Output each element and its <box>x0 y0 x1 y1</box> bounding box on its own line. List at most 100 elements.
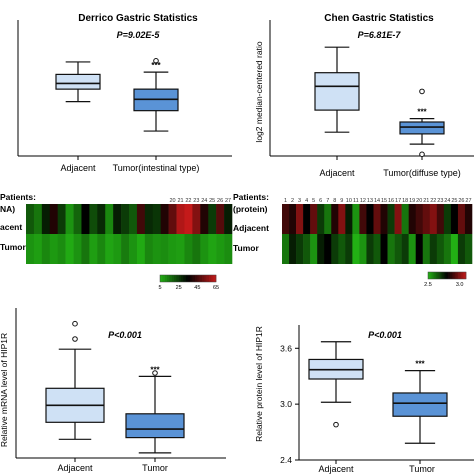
heatmap-cell <box>65 234 74 264</box>
box-iqr <box>399 121 445 135</box>
heatmap-cell <box>224 204 233 234</box>
colorbar-tick-label: 25 <box>176 285 182 291</box>
category-label: Adjacent <box>319 168 355 178</box>
colorbar-segment <box>462 272 465 279</box>
heatmap-cell <box>89 204 98 234</box>
patient-number: 1 <box>284 198 287 204</box>
colorbar-segment <box>442 272 445 279</box>
category-label: Tumor(intestinal type) <box>113 163 200 173</box>
heatmap-cell <box>324 204 332 234</box>
colorbar-segment <box>459 272 462 279</box>
heatmap-cell <box>136 204 146 234</box>
patients-sublabel: NA) <box>0 204 15 214</box>
colorbar-segment <box>434 272 437 279</box>
heatmap-cell <box>450 234 459 264</box>
patient-number: 24 <box>201 198 207 204</box>
colorbar-segment <box>190 275 193 282</box>
p-value-annotation: P=6.81E-7 <box>358 30 402 40</box>
heatmap-cell <box>26 234 35 264</box>
heatmap-cell <box>113 234 122 264</box>
colorbar-segment <box>199 275 203 282</box>
heatmap-cell <box>415 234 424 264</box>
colorbar-segment <box>181 275 184 282</box>
y-axis-label: Relative mRNA level of HIP1R <box>0 333 9 447</box>
heatmap-cell <box>415 204 424 234</box>
patient-number: 23 <box>193 198 199 204</box>
heatmap-cell <box>387 234 395 264</box>
patient-number: 20 <box>170 198 176 204</box>
heatmap-cell <box>457 234 466 264</box>
heatmap-cell <box>41 234 51 264</box>
heatmap-cell <box>208 234 217 264</box>
outlier-point <box>153 58 159 64</box>
colorbar-segment <box>164 275 168 282</box>
patients-label: Patients: <box>0 192 36 202</box>
colorbar-segment <box>160 275 163 282</box>
colorbar-tick-label: 45 <box>194 285 200 291</box>
row-label: acent <box>0 222 22 232</box>
patient-number: 21 <box>423 198 429 204</box>
colorbar-segment <box>451 272 454 279</box>
colorbar-segment <box>183 275 186 282</box>
heatmap-cell <box>324 234 332 264</box>
category-label: Tumor <box>409 464 435 474</box>
patient-number: 24 <box>444 198 450 204</box>
patient-number: 8 <box>333 198 336 204</box>
heatmap-cell <box>366 234 374 264</box>
box-plot-chen: Chen Gastric Statistics P=6.81E-7 log2 m… <box>254 13 474 178</box>
colorbar-segment <box>176 275 179 282</box>
colorbar-segment <box>447 272 449 279</box>
heatmap-cell <box>184 234 193 264</box>
y-tick-label: 3.6 <box>280 343 292 353</box>
patient-number: 10 <box>346 198 352 204</box>
y-tick-label: 3.0 <box>280 399 292 409</box>
colorbar-segment <box>178 275 182 282</box>
heatmap-cell <box>97 234 106 264</box>
colorbar-segment <box>209 275 212 282</box>
heatmap-cell <box>49 234 58 264</box>
colorbar-segment <box>443 272 446 279</box>
heatmap-cell <box>366 204 374 234</box>
colorbar-segment <box>437 272 440 279</box>
heatmap-cell <box>57 234 66 264</box>
colorbar-segment <box>204 275 207 282</box>
patient-number: 9 <box>340 198 343 204</box>
heatmap-cell <box>429 234 438 264</box>
heatmap-cell <box>129 234 138 264</box>
heatmap-cell <box>338 234 346 264</box>
patient-number: 13 <box>367 198 373 204</box>
patient-number: 26 <box>217 198 223 204</box>
heatmap-cell <box>317 204 325 234</box>
p-value-annotation: P<0.001 <box>108 330 142 340</box>
heatmap-cell <box>373 204 381 234</box>
patient-number: 12 <box>360 198 366 204</box>
category-label: Tumor <box>142 463 168 473</box>
heatmap-cell <box>65 204 74 234</box>
y-tick-label: 2.4 <box>280 455 292 465</box>
heatmap-cell <box>408 234 417 264</box>
heatmap-cell <box>81 204 90 234</box>
category-label: Tumor(diffuse type) <box>383 168 461 178</box>
colorbar-tick-label: 5 <box>158 285 161 291</box>
significance-stars: *** <box>415 360 425 369</box>
heatmap-cell <box>33 204 43 234</box>
heatmap-cell <box>303 204 311 234</box>
heatmap-cell <box>176 204 185 234</box>
heatmap-cell <box>168 234 177 264</box>
heatmap-cell <box>289 204 297 234</box>
colorbar-segment <box>440 272 443 279</box>
colorbar-tick-label: 2.5 <box>424 282 432 288</box>
patient-number: 25 <box>451 198 457 204</box>
patient-number: 25 <box>209 198 215 204</box>
outlier-point <box>419 151 425 158</box>
colorbar-tick-label: 3.0 <box>456 282 464 288</box>
patient-number: 22 <box>185 198 191 204</box>
p-value-annotation: P=9.02E-5 <box>117 30 161 40</box>
heatmap-cell <box>464 234 473 264</box>
colorbar-segment <box>429 272 432 279</box>
heatmap-cell <box>192 234 201 264</box>
colorbar-segment <box>206 275 210 282</box>
row-label: Adjacent <box>233 223 269 233</box>
